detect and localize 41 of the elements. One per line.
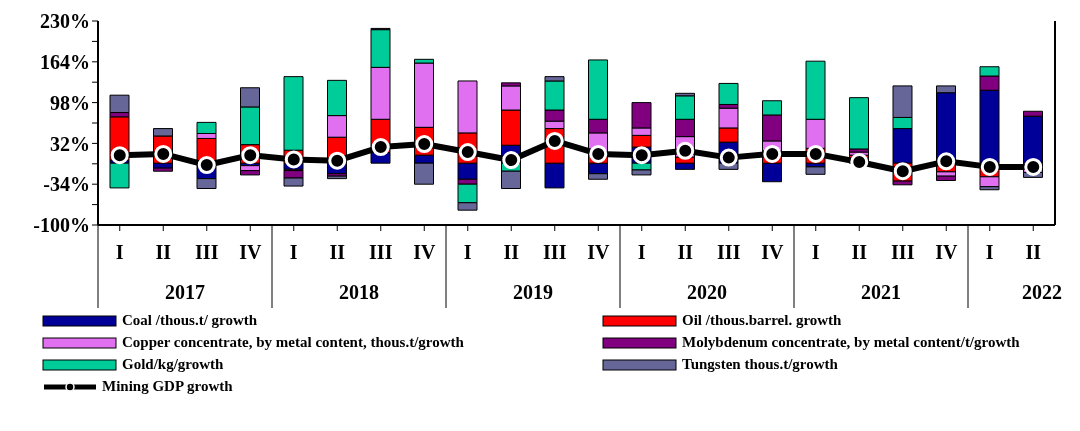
y-tick-label: 164% (40, 50, 90, 73)
legend-label: Mining GDP growth (102, 378, 233, 395)
x-tick-label: IV (239, 241, 262, 263)
x-tick-label: IV (761, 241, 784, 263)
legend-label: Gold/kg/growth (122, 356, 224, 373)
x-tick-label: III (369, 241, 393, 263)
y-tick-label: -100% (33, 214, 90, 237)
x-tick-label: II (503, 241, 520, 263)
text: 2018 (339, 281, 379, 303)
x-tick-label: III (195, 241, 219, 263)
x-tick-label: II (155, 241, 172, 263)
text: 2019 (513, 281, 553, 303)
x-tick-label: IV (413, 241, 436, 263)
legend-label: Copper concentrate, by metal content, thous.t/growth (122, 334, 464, 351)
y-tick-label: 32% (50, 132, 90, 155)
y-tick-label: -34% (43, 173, 90, 196)
x-tick-label: II (329, 241, 346, 263)
x-tick-label: II (1025, 241, 1042, 263)
x-tick-label: III (717, 241, 741, 263)
legend-label: Molybdenum concentrate, by metal content/t/growth (682, 334, 1020, 351)
y-tick-label: 98% (50, 91, 90, 114)
legend-label: Coal /thous.t/ growth (122, 312, 258, 329)
x-tick-label: I (463, 241, 472, 263)
text: 2021 (861, 281, 901, 303)
x-tick-label: II (851, 241, 868, 263)
x-tick-label: IV (935, 241, 958, 263)
legend-label: Tungsten thous.t/growth (682, 356, 838, 373)
text: 2022 (1021, 281, 1062, 303)
x-tick-label: I (115, 241, 124, 263)
x-tick-label: III (543, 241, 567, 263)
x-tick-label: I (637, 241, 646, 263)
x-tick-label: III (891, 241, 915, 263)
x-tick-label: I (811, 241, 820, 263)
x-tick-label: II (677, 241, 694, 263)
x-tick-label: I (985, 241, 994, 263)
x-tick-label: IV (587, 241, 610, 263)
y-tick-label: 230% (40, 10, 90, 33)
text: 2020 (687, 281, 727, 303)
text: 2017 (165, 281, 205, 303)
legend-label: Oil /thous.barrel. growth (682, 312, 842, 329)
x-tick-label: I (289, 241, 298, 263)
